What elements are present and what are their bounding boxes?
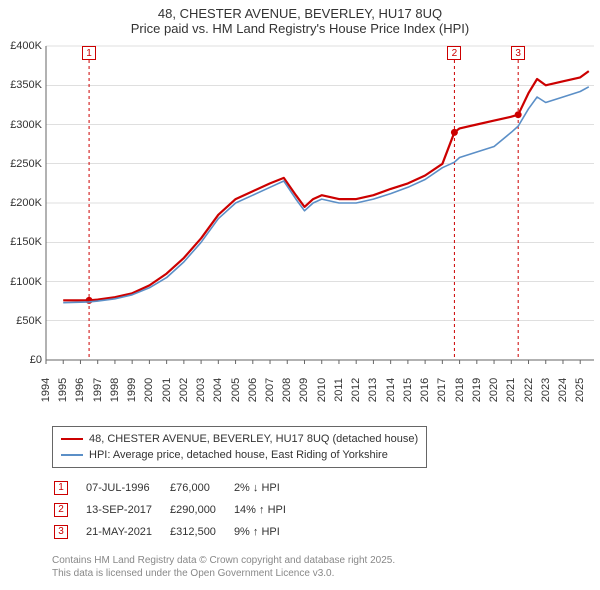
x-axis-label: 2011 [333,378,345,402]
sale-delta: 14% ↑ HPI [234,500,302,520]
legend-swatch [61,454,83,456]
event-marker-1: 1 [82,46,96,60]
legend-item: 48, CHESTER AVENUE, BEVERLEY, HU17 8UQ (… [61,431,418,447]
x-axis-label: 2001 [161,378,173,402]
x-axis-label: 2018 [454,378,466,402]
y-axis-label: £350K [0,79,42,91]
x-axis-label: 2019 [471,378,483,402]
sale-price: £312,500 [170,522,232,542]
y-axis-label: £400K [0,40,42,52]
y-axis-label: £200K [0,197,42,209]
sale-date: 07-JUL-1996 [86,478,168,498]
x-axis-label: 2014 [385,378,397,402]
x-axis-label: 2007 [264,378,276,402]
y-axis-label: £300K [0,119,42,131]
event-marker-3: 3 [511,46,525,60]
event-marker-2: 2 [447,46,461,60]
x-axis-label: 2022 [523,378,535,402]
x-axis-label: 2025 [574,378,586,402]
title-address: 48, CHESTER AVENUE, BEVERLEY, HU17 8UQ [0,6,600,21]
x-axis-label: 1995 [57,378,69,402]
x-axis-label: 2008 [281,378,293,402]
x-axis-label: 2017 [436,378,448,402]
y-axis-label: £100K [0,276,42,288]
legend-swatch [61,438,83,440]
x-axis-label: 1996 [74,378,86,402]
legend-item: HPI: Average price, detached house, East… [61,447,418,463]
x-axis-label: 1994 [40,378,52,402]
sale-price: £76,000 [170,478,232,498]
sale-marker: 1 [54,481,68,495]
x-axis-label: 2006 [247,378,259,402]
series-price_paid [63,71,589,300]
table-row: 2 13-SEP-2017£290,00014% ↑ HPI [54,500,302,520]
x-axis-label: 2010 [316,378,328,402]
footer-line1: Contains HM Land Registry data © Crown c… [52,554,572,567]
sale-delta: 9% ↑ HPI [234,522,302,542]
x-axis-label: 1998 [109,378,121,402]
table-row: 3 21-MAY-2021£312,5009% ↑ HPI [54,522,302,542]
x-axis-label: 2024 [557,378,569,402]
sale-delta: 2% ↓ HPI [234,478,302,498]
x-axis-label: 2015 [402,378,414,402]
sales-table: 1 07-JUL-1996£76,0002% ↓ HPI 2 13-SEP-2017£… [52,476,304,544]
legend-label: 48, CHESTER AVENUE, BEVERLEY, HU17 8UQ (… [89,431,418,447]
x-axis-label: 2003 [195,378,207,402]
series-hpi [63,87,589,303]
x-axis-label: 2004 [212,378,224,402]
sale-date: 21-MAY-2021 [86,522,168,542]
legend-label: HPI: Average price, detached house, East… [89,447,388,463]
x-axis-label: 2002 [178,378,190,402]
sale-marker: 2 [54,503,68,517]
x-axis-label: 1997 [92,378,104,402]
attribution-footer: Contains HM Land Registry data © Crown c… [52,554,572,580]
x-axis-label: 2016 [419,378,431,402]
chart-svg [0,40,600,420]
x-axis-label: 2000 [143,378,155,402]
sale-date: 13-SEP-2017 [86,500,168,520]
footer-line2: This data is licensed under the Open Gov… [52,567,572,580]
y-axis-label: £50K [0,315,42,327]
x-axis-label: 2020 [488,378,500,402]
x-axis-label: 2009 [298,378,310,402]
chart-title: 48, CHESTER AVENUE, BEVERLEY, HU17 8UQ P… [0,0,600,40]
y-axis-label: £250K [0,158,42,170]
x-axis-label: 2005 [230,378,242,402]
sale-marker: 3 [54,525,68,539]
y-axis-label: £0 [0,354,42,366]
y-axis-label: £150K [0,236,42,248]
x-axis-label: 2013 [367,378,379,402]
sale-price: £290,000 [170,500,232,520]
x-axis-label: 1999 [126,378,138,402]
x-axis-label: 2021 [505,378,517,402]
table-row: 1 07-JUL-1996£76,0002% ↓ HPI [54,478,302,498]
x-axis-label: 2012 [350,378,362,402]
x-axis-label: 2023 [540,378,552,402]
chart-legend: 48, CHESTER AVENUE, BEVERLEY, HU17 8UQ (… [52,426,427,468]
title-subtitle: Price paid vs. HM Land Registry's House … [0,21,600,36]
price-chart: £0 £50K £100K £150K £200K £250K £300K £350K £400… [0,40,600,420]
